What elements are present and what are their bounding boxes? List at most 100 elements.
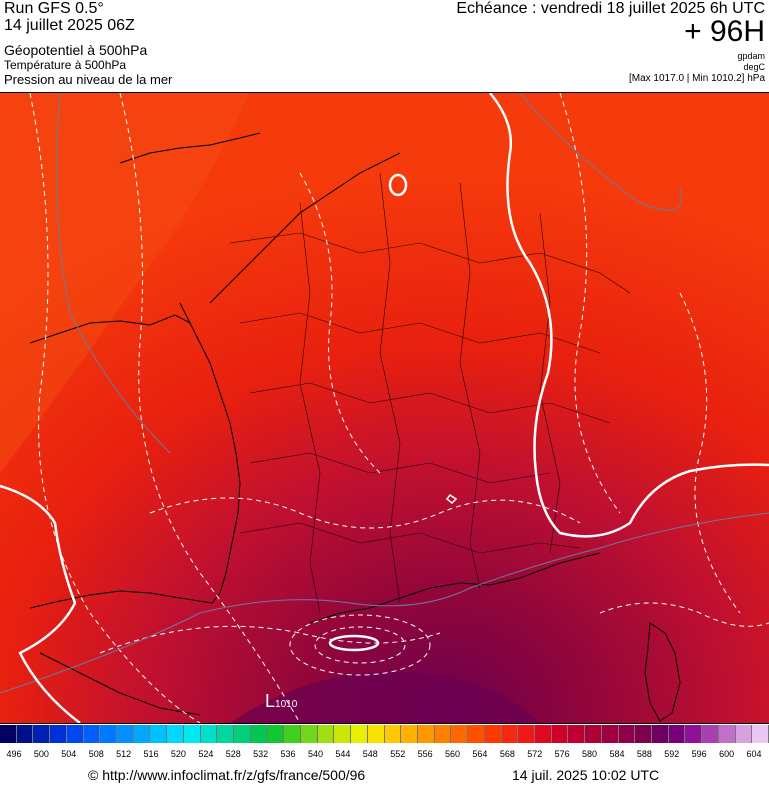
colorbar-swatch bbox=[384, 725, 402, 743]
colorbar-swatch bbox=[652, 725, 669, 743]
low-pressure-symbol: L bbox=[265, 691, 276, 711]
colorbar-swatch bbox=[417, 725, 435, 743]
colorbar-tick-label: 560 bbox=[445, 749, 461, 759]
colorbar-tick-label: 572 bbox=[527, 749, 543, 759]
run-title: Run GFS 0.5° bbox=[4, 0, 104, 17]
coastlines bbox=[29, 132, 681, 722]
colorbar-tick-label: 564 bbox=[472, 749, 488, 759]
colorbar-tick-label: 512 bbox=[116, 749, 132, 759]
colorbar-tick-label: 580 bbox=[582, 749, 598, 759]
colorbar-swatch bbox=[484, 725, 502, 743]
isotherm-lines bbox=[29, 93, 769, 723]
forecast-lead-hours: + 96H bbox=[684, 15, 765, 48]
colorbar-swatch bbox=[535, 725, 552, 743]
colorbar bbox=[0, 725, 769, 743]
colorbar-swatch bbox=[334, 725, 352, 743]
parameter-temperature: Température à 500hPa bbox=[4, 58, 127, 72]
colorbar-tick-label: 528 bbox=[225, 749, 241, 759]
low-pressure-label: L1010 bbox=[265, 691, 297, 712]
colorbar-swatch bbox=[133, 725, 151, 743]
colorbar-swatch bbox=[167, 725, 184, 743]
colorbar-swatch bbox=[217, 725, 235, 743]
colorbar-swatch bbox=[702, 725, 719, 743]
colorbar-tick-label: 500 bbox=[33, 749, 49, 759]
colorbar-swatch bbox=[183, 725, 201, 743]
colorbar-swatch bbox=[601, 725, 619, 743]
colorbar-swatch bbox=[518, 725, 535, 743]
colorbar-swatch bbox=[33, 725, 51, 743]
forecast-valid-time: Echéance : vendredi 18 juillet 2025 6h U… bbox=[456, 0, 765, 17]
colorbar-swatch bbox=[250, 725, 268, 743]
colorbar-tick-label: 544 bbox=[335, 749, 351, 759]
colorbar-tick-label: 496 bbox=[6, 749, 22, 759]
parameter-geopotential: Géopotentiel à 500hPa bbox=[4, 42, 148, 58]
unit-temperature: degC bbox=[743, 62, 765, 72]
colorbar-swatch bbox=[551, 725, 569, 743]
footer-timestamp: 14 juil. 2025 10:02 UTC bbox=[512, 767, 660, 783]
colorbar-swatch bbox=[635, 725, 653, 743]
colorbar-swatch bbox=[16, 725, 34, 743]
pressure-min-max: [Max 1017.0 | Min 1010.2] hPa bbox=[628, 73, 765, 84]
colorbar-swatch bbox=[434, 725, 452, 743]
colorbar-tick-label: 556 bbox=[417, 749, 433, 759]
colorbar-tick-label: 532 bbox=[253, 749, 269, 759]
colorbar-swatch bbox=[568, 725, 586, 743]
colorbar-swatch bbox=[367, 725, 385, 743]
colorbar-tick-label: 536 bbox=[280, 749, 296, 759]
colorbar-tick-label: 600 bbox=[719, 749, 735, 759]
isobar-lines bbox=[0, 93, 769, 694]
colorbar-tick-label: 520 bbox=[170, 749, 186, 759]
warm-zone-west bbox=[0, 93, 250, 473]
colorbar-swatch bbox=[284, 725, 301, 743]
colorbar-tick-label: 584 bbox=[609, 749, 625, 759]
weather-map: L1010 bbox=[0, 92, 769, 724]
colorbar-swatch bbox=[317, 725, 335, 743]
colorbar-tick-label: 592 bbox=[664, 749, 680, 759]
colorbar-swatch bbox=[752, 725, 769, 743]
parameter-pressure: Pression au niveau de la mer bbox=[4, 72, 173, 87]
colorbar-swatch bbox=[100, 725, 118, 743]
colorbar-tick-label: 516 bbox=[143, 749, 159, 759]
colorbar-swatch bbox=[735, 725, 753, 743]
footer-source: © http://www.infoclimat.fr/z/gfs/france/… bbox=[88, 767, 366, 783]
colorbar-tick-label: 588 bbox=[636, 749, 652, 759]
colorbar-tick-label: 540 bbox=[307, 749, 323, 759]
colorbar-tick-label: 596 bbox=[691, 749, 707, 759]
colorbar-tick-label: 508 bbox=[88, 749, 104, 759]
colorbar-swatch bbox=[234, 725, 251, 743]
colorbar-swatch bbox=[150, 725, 168, 743]
colorbar-ticks: 496 500 504 508 512 516 520 524 528 532 536 540 544 5… bbox=[0, 749, 769, 761]
colorbar-tick-label: 604 bbox=[746, 749, 762, 759]
colorbar-swatch bbox=[618, 725, 636, 743]
colorbar-swatch bbox=[451, 725, 469, 743]
colorbar-swatch bbox=[117, 725, 134, 743]
colorbar-tick-label: 504 bbox=[61, 749, 77, 759]
colorbar-swatch bbox=[401, 725, 418, 743]
colorbar-tick-label: 552 bbox=[390, 749, 406, 759]
run-date: 14 juillet 2025 06Z bbox=[4, 17, 135, 34]
colorbar-swatch bbox=[718, 725, 736, 743]
unit-geopotential: gpdam bbox=[737, 51, 765, 61]
colorbar-tick-label: 548 bbox=[362, 749, 378, 759]
colorbar-swatch bbox=[300, 725, 318, 743]
colorbar-swatch bbox=[585, 725, 602, 743]
low-pressure-value: 1010 bbox=[275, 699, 298, 710]
deep-zone-south bbox=[230, 671, 540, 723]
colorbar-tick-label: 568 bbox=[499, 749, 515, 759]
colorbar-swatch bbox=[66, 725, 84, 743]
colorbar-swatch bbox=[200, 725, 218, 743]
colorbar-swatch bbox=[50, 725, 67, 743]
geopotential-lines bbox=[0, 93, 769, 723]
colorbar-swatch bbox=[351, 725, 368, 743]
colorbar-swatch bbox=[668, 725, 686, 743]
colorbar-swatch bbox=[267, 725, 285, 743]
colorbar-swatch bbox=[685, 725, 703, 743]
colorbar-swatch bbox=[83, 725, 101, 743]
admin-borders bbox=[229, 172, 631, 614]
colorbar-swatch bbox=[468, 725, 485, 743]
colorbar-swatch bbox=[501, 725, 519, 743]
colorbar-tick-label: 576 bbox=[554, 749, 570, 759]
colorbar-swatch bbox=[0, 725, 17, 743]
colorbar-tick-label: 524 bbox=[198, 749, 214, 759]
map-canvas bbox=[0, 93, 769, 723]
